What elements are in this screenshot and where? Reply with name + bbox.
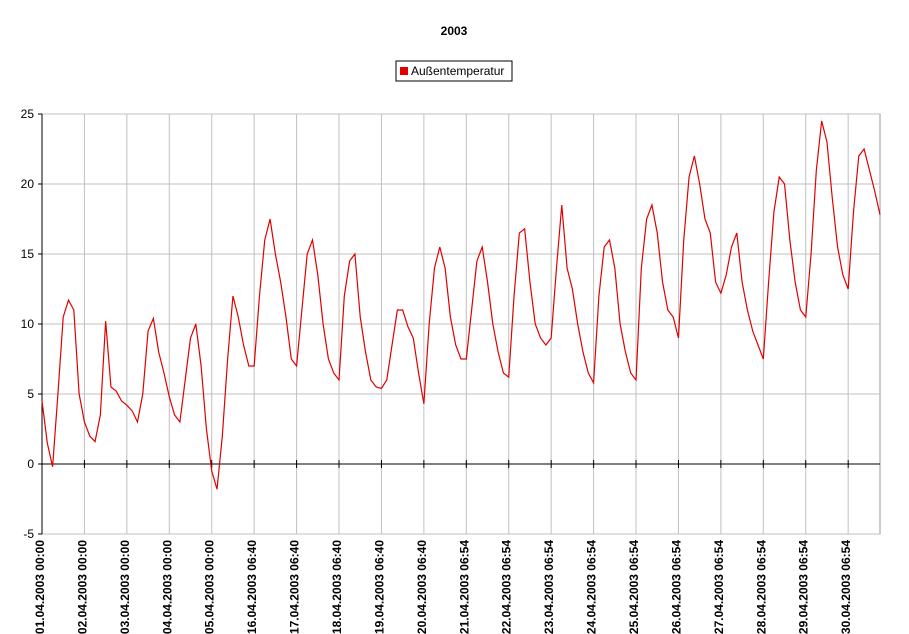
x-tick-label: 22.04.2003 06:54 xyxy=(500,540,514,634)
legend: Außentemperatur xyxy=(395,60,513,82)
x-tick-label: 05.04.2003 00:00 xyxy=(203,540,217,634)
x-tick-label: 27.04.2003 06:54 xyxy=(712,540,726,634)
x-tick-label: 23.04.2003 06:54 xyxy=(542,540,556,634)
y-tick-label: 20 xyxy=(21,177,35,191)
x-tick-label: 24.04.2003 06:54 xyxy=(585,540,599,634)
x-tick-label: 25.04.2003 06:54 xyxy=(627,540,641,634)
x-tick-label: 19.04.2003 06:40 xyxy=(372,540,386,634)
legend-label: Außentemperatur xyxy=(411,64,504,78)
x-tick-label: 29.04.2003 06:54 xyxy=(797,540,811,634)
series-line xyxy=(41,120,881,490)
x-tick-label: 18.04.2003 06:40 xyxy=(330,540,344,634)
legend-box xyxy=(395,60,513,82)
x-tick-label: 03.04.2003 00:00 xyxy=(118,540,132,634)
y-tick-label: 25 xyxy=(21,107,35,121)
y-tick-label: 15 xyxy=(21,247,35,261)
x-tick-label: 17.04.2003 06:40 xyxy=(288,540,302,634)
x-tick-label: 26.04.2003 06:54 xyxy=(669,540,683,634)
x-tick-label: 01.04.2003 00:00 xyxy=(33,540,47,634)
y-tick-label: 0 xyxy=(27,457,34,471)
y-tick-label: 10 xyxy=(21,317,35,331)
y-tick-label: -5 xyxy=(23,527,34,541)
x-tick-label: 04.04.2003 00:00 xyxy=(160,540,174,634)
x-tick-label: 21.04.2003 06:54 xyxy=(457,540,471,634)
x-tick-label: 20.04.2003 06:40 xyxy=(415,540,429,634)
x-tick-label: 02.04.2003 00:00 xyxy=(75,540,89,634)
x-tick-label: 28.04.2003 06:54 xyxy=(754,540,768,634)
y-tick-label: 5 xyxy=(27,387,34,401)
chart-title: 2003 xyxy=(441,24,468,38)
x-tick-label: 30.04.2003 06:54 xyxy=(839,540,853,634)
legend-swatch xyxy=(400,67,408,75)
x-tick-label: 16.04.2003 06:40 xyxy=(245,540,259,634)
